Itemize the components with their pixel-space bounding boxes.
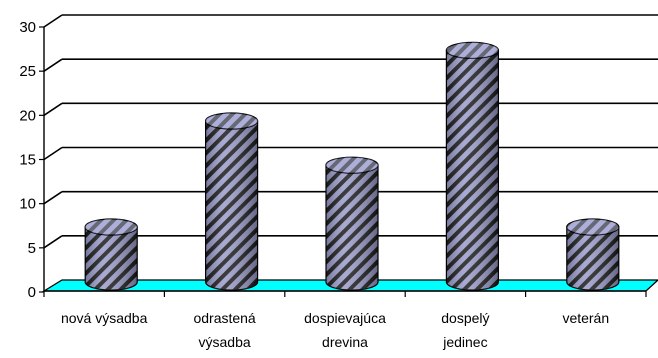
gridline-side xyxy=(43,146,63,161)
y-tick-label: 25 xyxy=(19,63,36,80)
bar-top-hatch xyxy=(446,42,499,59)
y-tick-label: 5 xyxy=(28,240,36,257)
y-tick-label: 0 xyxy=(28,284,36,301)
bar-cylinder xyxy=(566,218,620,291)
bar-shade xyxy=(446,50,499,291)
bar-shade xyxy=(566,227,619,290)
bar-shade xyxy=(85,227,138,290)
x-category-label: jedinec xyxy=(442,334,487,350)
y-tick-label: 10 xyxy=(19,196,36,213)
x-category-label: dospelý xyxy=(441,310,489,326)
y-tick-label: 15 xyxy=(19,152,36,169)
gridline-side xyxy=(43,235,63,249)
bar-top-hatch xyxy=(205,113,258,129)
bar-cylinder xyxy=(84,218,138,291)
gridline-side xyxy=(43,14,63,28)
bar-top-hatch xyxy=(566,219,619,235)
gridline-side xyxy=(43,191,63,205)
x-category-label: odrastená xyxy=(193,310,255,326)
gridline-side xyxy=(43,58,63,72)
bar-shade xyxy=(205,121,258,290)
y-tick-label: 30 xyxy=(19,19,36,36)
x-category-label: dospievajúca xyxy=(304,310,386,326)
bar-top-hatch xyxy=(326,157,378,174)
x-category-label: výsadba xyxy=(199,334,251,350)
x-category-label: drevina xyxy=(322,334,368,350)
bar-cylinder xyxy=(205,112,259,291)
gridline-side xyxy=(43,102,63,116)
bar-shade xyxy=(326,165,378,290)
bar-cylinder xyxy=(325,156,379,291)
x-category-label: nová výsadba xyxy=(61,310,148,326)
bar-cylinder xyxy=(445,41,499,291)
y-tick-label: 20 xyxy=(19,107,36,124)
x-category-label: veterán xyxy=(562,310,609,326)
bar-top-hatch xyxy=(85,219,138,235)
